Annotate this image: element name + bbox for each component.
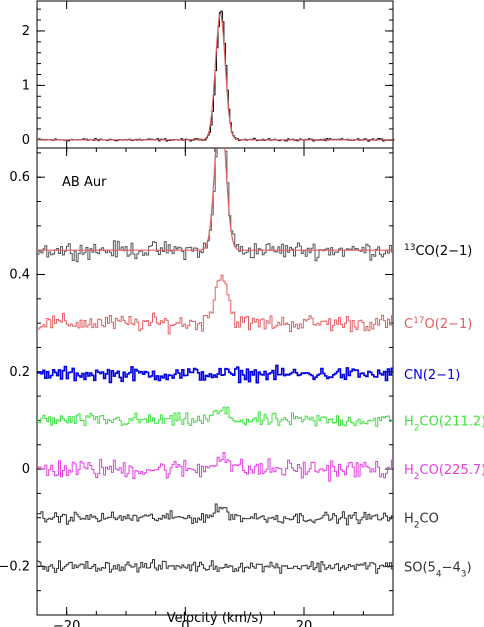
spectrum-label: H2CO(211.2) xyxy=(404,414,484,433)
bottom-ytick-label: 0.6 xyxy=(9,170,30,185)
top-ytick-label: 1 xyxy=(22,78,30,93)
spectrum-label: SO(54−43) xyxy=(404,560,472,579)
spectrum-line xyxy=(37,364,393,384)
spectrum-label: H2CO xyxy=(404,512,439,531)
spectrum-line xyxy=(37,503,393,526)
spectrum-label: 13CO(2−1) xyxy=(404,243,472,259)
bottom-ytick-label: 0 xyxy=(22,462,30,477)
model-fit-line xyxy=(37,148,393,251)
spectrum-line xyxy=(37,274,393,335)
source-annotation: AB Aur xyxy=(62,175,107,190)
bottom-ytick-label: 0.2 xyxy=(9,365,30,380)
top-observed-spectrum xyxy=(37,10,395,142)
bottom-xtick-label: −20 xyxy=(53,619,80,627)
bottom-ytick-label: 0.4 xyxy=(9,267,30,282)
bottom-xtick-label: 20 xyxy=(296,619,313,627)
spectrum-label: C17O(2−1) xyxy=(404,316,472,332)
bottom-xtick-label: 0 xyxy=(181,619,189,627)
spectrum-line xyxy=(37,452,393,482)
top-ytick-label: 0 xyxy=(22,133,30,148)
top-panel-series xyxy=(37,10,395,142)
spectrum-line xyxy=(37,406,393,427)
spectrum-line xyxy=(37,148,393,263)
top-panel-ticks: 0 1 2 xyxy=(22,1,393,148)
bottom-ytick-label: −0.2 xyxy=(0,559,30,574)
spectrum-label: H2CO(225.7) xyxy=(404,463,484,482)
x-axis-title: Velocity (km/s) xyxy=(167,611,264,626)
top-ytick-label: 2 xyxy=(22,24,30,39)
top-model-fit xyxy=(37,12,393,141)
spectrum-line xyxy=(37,559,393,574)
spectrum-labels: 13CO(2−1) C17O(2−1) CN(2−1) H2CO(211.2) H2CO… xyxy=(404,243,484,579)
bottom-panel-frame xyxy=(36,147,394,616)
bottom-panel-ticks: −0.2 0 0.2 0.4 0.6 −20 0 20 xyxy=(0,148,394,627)
spectrum-label: CN(2−1) xyxy=(404,368,460,383)
bottom-panel-series xyxy=(37,148,393,574)
